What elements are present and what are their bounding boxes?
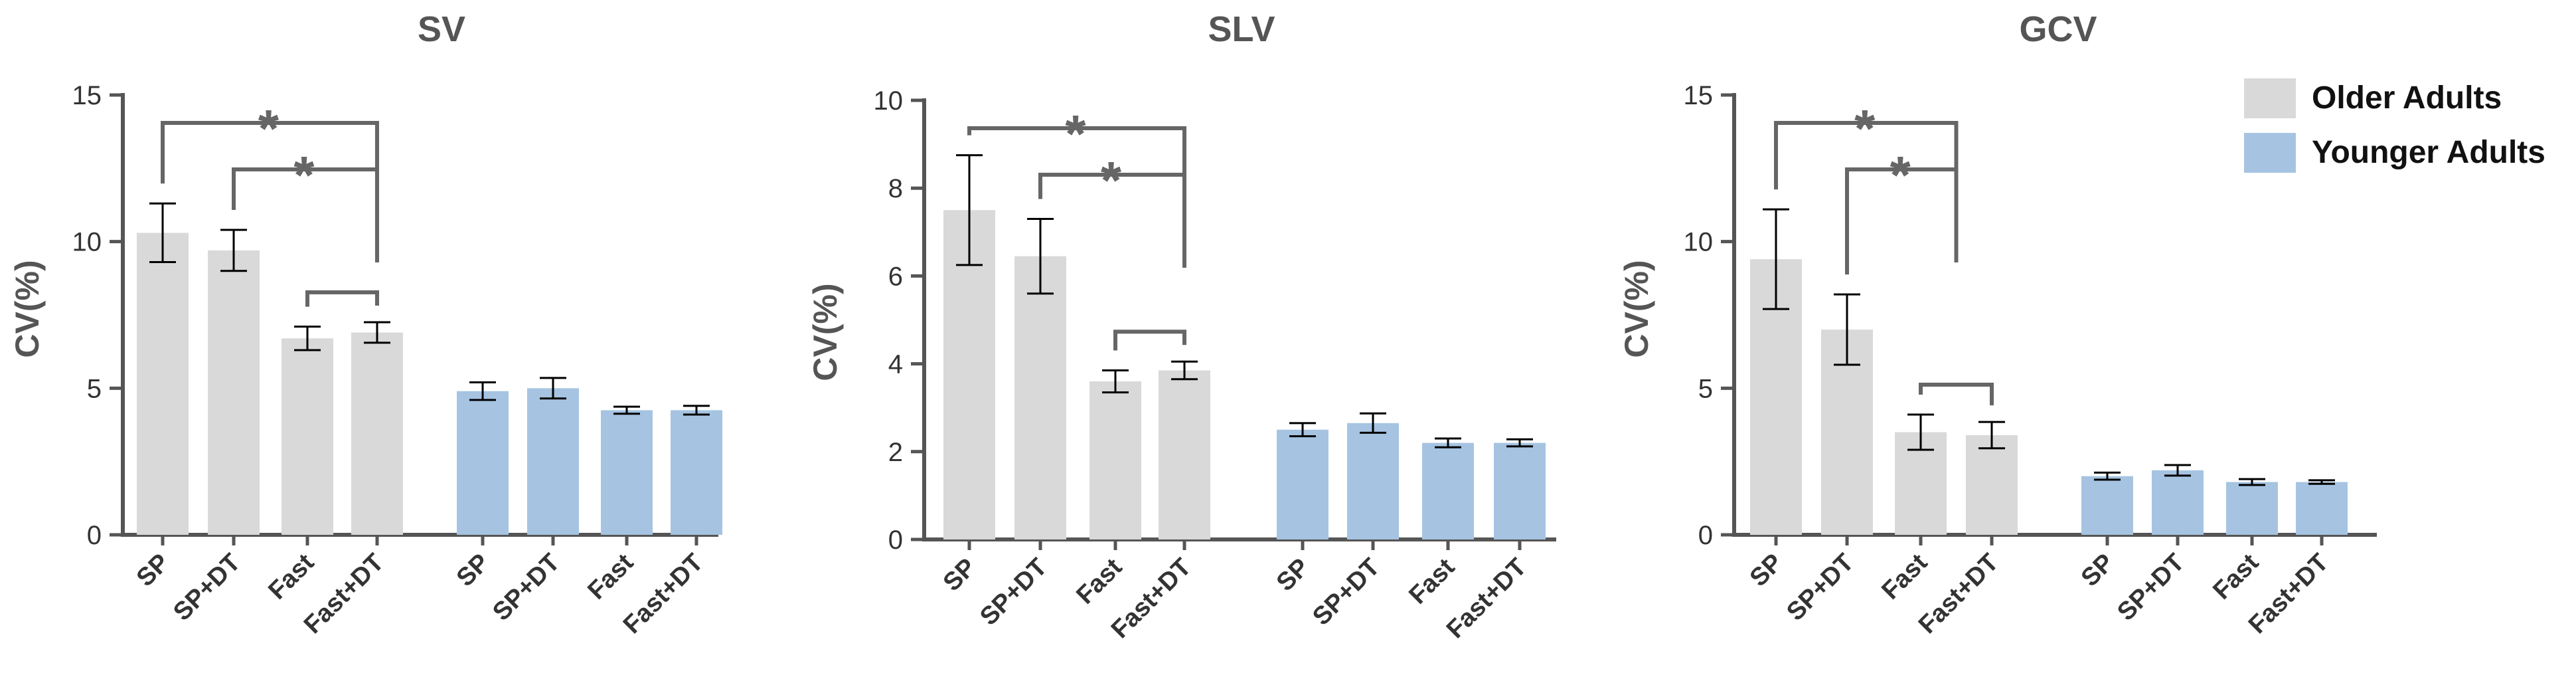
y-axis-label: CV(%) xyxy=(807,283,844,381)
bar-younger xyxy=(1422,442,1474,539)
x-tick-label: SP xyxy=(1271,553,1315,597)
significance-bracket xyxy=(232,167,379,262)
significance-star: * xyxy=(1890,145,1911,205)
bar-younger xyxy=(1347,423,1399,539)
bar-younger xyxy=(1494,442,1546,539)
y-axis-label: CV(%) xyxy=(1618,260,1655,357)
x-tick-label: Fast+DT xyxy=(1913,549,2004,639)
legend-label-younger-adults: Younger Adults xyxy=(2312,135,2545,170)
x-tick-label: Fast xyxy=(582,548,639,605)
x-tick-label: SP+DT xyxy=(168,549,246,627)
y-tick-label: 10 xyxy=(72,228,102,257)
bar-older xyxy=(1966,434,2018,535)
y-tick-label: 2 xyxy=(888,438,903,467)
bar-older xyxy=(208,250,260,535)
x-tick-label: SP xyxy=(451,549,495,593)
x-tick-label: SP+DT xyxy=(1307,553,1385,631)
x-tick-label: SP+DT xyxy=(487,549,565,627)
x-tick-label: SP xyxy=(1745,549,1789,593)
bar-younger xyxy=(527,388,579,535)
y-tick-label: 4 xyxy=(888,350,903,379)
y-tick-label: 5 xyxy=(1698,374,1713,403)
bar-younger xyxy=(2296,482,2348,535)
significance-star: * xyxy=(1065,104,1086,163)
legend-label-older-adults: Older Adults xyxy=(2312,80,2502,116)
bar-older xyxy=(1089,381,1141,539)
x-tick-label: SP+DT xyxy=(975,553,1052,631)
y-tick-label: 8 xyxy=(888,174,903,203)
legend: Older Adults Younger Adults xyxy=(2244,78,2545,173)
x-tick-label: SP+DT xyxy=(2112,549,2190,627)
y-tick-label: 10 xyxy=(874,86,904,116)
x-tick-label: SP xyxy=(938,553,982,597)
y-tick-label: 0 xyxy=(888,526,903,555)
significance-bracket xyxy=(305,290,379,307)
x-tick-label: Fast xyxy=(2208,548,2264,605)
significance-star: * xyxy=(1101,151,1122,210)
bar-older xyxy=(282,338,333,535)
significance-star: * xyxy=(258,99,280,158)
y-tick-label: 15 xyxy=(72,81,102,110)
legend-swatch-younger-adults xyxy=(2244,133,2296,173)
x-tick-label: Fast xyxy=(1876,548,1933,605)
bar-younger xyxy=(2152,470,2204,535)
chart-title: SLV xyxy=(1208,9,1275,49)
significance-bracket xyxy=(1038,173,1186,268)
x-tick-label: Fast xyxy=(1071,553,1127,609)
bar-older xyxy=(1159,370,1210,539)
bar-younger xyxy=(2081,476,2133,535)
chart-title: SV xyxy=(418,9,465,49)
y-tick-label: 5 xyxy=(87,374,102,403)
bar-younger xyxy=(457,391,509,535)
y-tick-label: 0 xyxy=(1698,521,1713,550)
bar-older xyxy=(137,233,189,535)
bar-younger xyxy=(1277,429,1328,539)
bar-younger xyxy=(2226,482,2278,535)
x-tick-label: Fast xyxy=(263,548,319,605)
y-tick-label: 0 xyxy=(87,521,102,550)
y-axis-label: CV(%) xyxy=(9,260,46,357)
x-tick-label: SP xyxy=(2076,549,2120,593)
y-tick-label: 10 xyxy=(1684,228,1714,257)
significance-bracket xyxy=(1845,167,1959,275)
x-tick-label: SP+DT xyxy=(1781,549,1859,627)
x-tick-label: Fast xyxy=(1404,553,1460,609)
significance-bracket xyxy=(1919,383,1994,406)
significance-star: * xyxy=(293,145,315,205)
x-tick-label: Fast+DT xyxy=(1441,553,1532,644)
bar-older xyxy=(1014,256,1066,539)
chart-title: GCV xyxy=(2019,9,2097,49)
significance-bracket xyxy=(1113,330,1186,351)
legend-swatch-older-adults xyxy=(2244,78,2296,118)
bar-younger xyxy=(671,410,722,535)
bar-younger xyxy=(601,410,653,535)
bar-older xyxy=(351,332,403,535)
y-tick-label: 6 xyxy=(888,262,903,291)
x-tick-label: SP xyxy=(131,549,175,593)
significance-star: * xyxy=(1854,99,1876,158)
y-tick-label: 15 xyxy=(1684,81,1714,110)
